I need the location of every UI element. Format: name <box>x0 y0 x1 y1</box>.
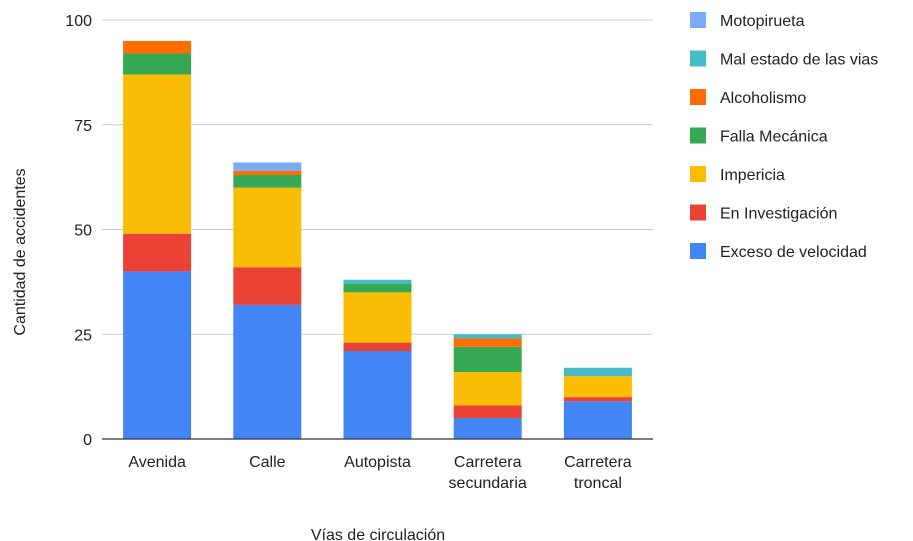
y-tick-label: 50 <box>74 223 92 240</box>
bar-segment-exceso-de-velocidad <box>563 401 632 439</box>
x-axis-title: Vías de circulación <box>311 527 445 541</box>
x-axis-ticks: Avenida Calle Autopista Carretera secundaria… <box>128 454 631 492</box>
legend-swatch <box>690 50 706 67</box>
x-tick-label: Carretera <box>454 454 522 471</box>
bar-segment-en-investigacion <box>343 342 412 352</box>
bar-segment-exceso-de-velocidad <box>233 304 302 439</box>
y-tick-label: 100 <box>65 13 92 30</box>
legend-label: Impericia <box>720 167 785 184</box>
y-axis-title: Cantidad de accidentes <box>12 168 29 335</box>
y-axis-ticks: 0 25 50 75 100 <box>65 13 92 449</box>
bar-segment-falla-mecanica <box>123 53 192 75</box>
bar-segment-alcoholismo <box>123 40 192 54</box>
legend-swatch <box>690 12 706 28</box>
x-tick-label: Autopista <box>344 454 411 471</box>
x-tick-label: Calle <box>249 454 286 471</box>
bar-segment-mal-estado-de-las-vias <box>343 279 412 284</box>
legend-label: Alcoholismo <box>720 90 806 107</box>
x-tick-label: Carretera <box>564 454 632 471</box>
legend-swatch <box>690 204 706 221</box>
legend-label: Mal estado de las vias <box>720 52 878 69</box>
bar-segment-en-investigacion <box>563 397 632 402</box>
legend-swatch <box>690 243 706 259</box>
bar-segment-falla-mecanica <box>233 175 302 188</box>
y-tick-label: 0 <box>83 432 92 449</box>
bar-segment-mal-estado-de-las-vias <box>453 334 522 339</box>
bars <box>123 40 632 439</box>
bar-segment-impericia <box>233 187 302 268</box>
bar-segment-impericia <box>453 371 522 406</box>
x-tick-label: Avenida <box>128 454 186 471</box>
y-tick-label: 75 <box>74 118 92 135</box>
legend-label: Falla Mecánica <box>720 129 828 146</box>
y-tick-label: 25 <box>74 327 92 344</box>
legend-label: Exceso de velocidad <box>720 244 867 261</box>
legend-label: En Investigación <box>720 206 837 223</box>
legend-swatch <box>690 89 706 105</box>
bar-segment-exceso-de-velocidad <box>123 271 192 439</box>
legend-swatch <box>690 127 706 144</box>
bar-segment-motopirueta <box>233 162 302 171</box>
x-tick-label: secundaria <box>449 475 527 492</box>
bar-segment-impericia <box>563 376 632 398</box>
x-tick-label: troncal <box>574 475 622 492</box>
legend-label: Motopirueta <box>720 13 805 30</box>
legend-swatch <box>690 166 706 182</box>
bar-segment-impericia <box>123 74 192 234</box>
bar-segment-en-investigacion <box>453 405 522 419</box>
legend: Motopirueta Mal estado de las vias Alcohol… <box>690 12 878 261</box>
bar-segment-alcoholismo <box>233 170 302 176</box>
bar-segment-alcoholismo <box>453 338 522 347</box>
bar-segment-falla-mecanica <box>343 283 412 293</box>
bar-segment-mal-estado-de-las-vias <box>563 367 632 377</box>
bar-segment-impericia <box>343 292 412 343</box>
bar-segment-falla-mecanica <box>453 346 522 372</box>
bar-segment-exceso-de-velocidad <box>343 351 412 439</box>
bar-segment-en-investigacion <box>233 267 302 305</box>
bar-segment-en-investigacion <box>123 233 192 272</box>
bar-segment-exceso-de-velocidad <box>453 418 522 439</box>
